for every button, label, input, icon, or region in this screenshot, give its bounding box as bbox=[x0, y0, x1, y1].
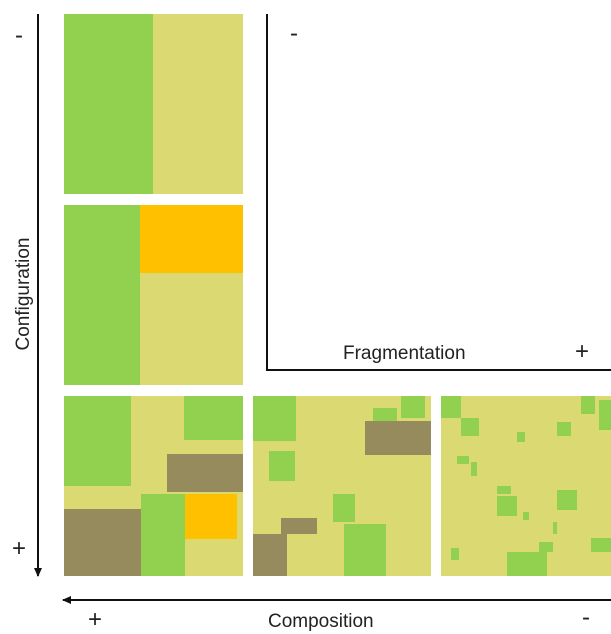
patch bbox=[523, 512, 529, 520]
patch bbox=[64, 396, 131, 486]
patch bbox=[141, 494, 185, 576]
patch bbox=[185, 494, 237, 539]
landscape-tile-3 bbox=[64, 396, 243, 576]
patch bbox=[253, 534, 287, 576]
patch bbox=[451, 548, 459, 560]
patch bbox=[581, 396, 595, 414]
patch bbox=[253, 396, 296, 441]
patch bbox=[184, 396, 243, 440]
patch bbox=[344, 524, 386, 576]
patch bbox=[64, 509, 141, 576]
patch bbox=[471, 462, 477, 476]
patch bbox=[401, 396, 425, 418]
patch bbox=[281, 518, 317, 534]
patch bbox=[599, 400, 611, 430]
landscape-tile-4 bbox=[253, 396, 431, 576]
patch bbox=[507, 552, 547, 576]
landscape-tile-5 bbox=[441, 396, 611, 576]
patch bbox=[461, 418, 479, 436]
patch bbox=[441, 396, 461, 418]
patch bbox=[365, 421, 431, 455]
patch bbox=[497, 496, 517, 516]
patch bbox=[497, 486, 511, 494]
patch bbox=[333, 494, 355, 522]
landscape-tile-2 bbox=[64, 205, 243, 385]
patch bbox=[557, 422, 571, 436]
patch bbox=[591, 538, 611, 552]
patch bbox=[557, 490, 577, 510]
patch bbox=[457, 456, 469, 464]
patch bbox=[517, 432, 525, 442]
patch bbox=[167, 454, 243, 492]
landscape-tile-1 bbox=[64, 14, 243, 194]
patch bbox=[64, 14, 153, 194]
patch bbox=[269, 451, 295, 481]
patch bbox=[64, 205, 140, 385]
patch bbox=[140, 205, 243, 273]
patch bbox=[539, 542, 553, 552]
fragmentation-axis bbox=[267, 14, 611, 370]
patch bbox=[553, 522, 557, 534]
